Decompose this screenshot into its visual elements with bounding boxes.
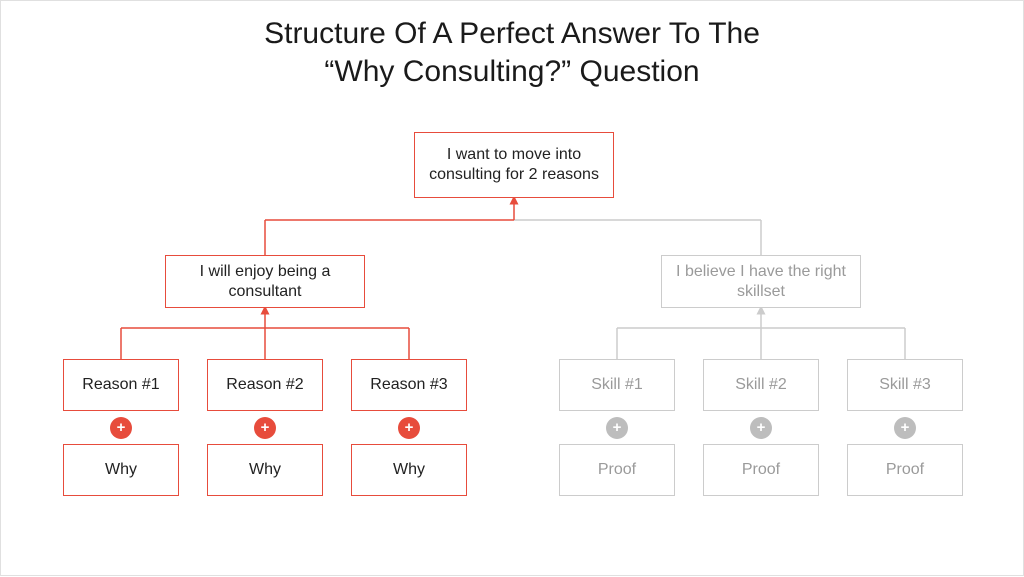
branch-left-leaf-1-bottom-label: Why [249,460,281,480]
branch-left-leaf-1-plus: + [254,417,276,439]
branch-right-leaf-0-plus: + [606,417,628,439]
branch-left-leaf-0-top-label: Reason #1 [82,375,159,395]
branch-left-leaf-0-bottom: Why [63,444,179,496]
branch-right-leaf-0-top-label: Skill #1 [591,375,643,395]
branch-right-parent: I believe I have the right skillset [661,255,861,308]
diagram-frame: Structure Of A Perfect Answer To The“Why… [0,0,1024,576]
branch-left-leaf-0-plus: + [110,417,132,439]
plus-icon: + [901,420,910,435]
branch-left-leaf-2-top: Reason #3 [351,359,467,411]
plus-icon: + [757,420,766,435]
branch-right-leaf-1-plus: + [750,417,772,439]
branch-right-leaf-2-bottom: Proof [847,444,963,496]
branch-left-leaf-2-plus: + [398,417,420,439]
branch-right-leaf-1-bottom-label: Proof [742,460,780,480]
branch-right-leaf-2-bottom-label: Proof [886,460,924,480]
branch-right-leaf-2-top: Skill #3 [847,359,963,411]
branch-right-leaf-0-top: Skill #1 [559,359,675,411]
branch-left-parent-label: I will enjoy being a consultant [172,262,358,302]
branch-left-leaf-2-bottom-label: Why [393,460,425,480]
branch-left-leaf-0-bottom-label: Why [105,460,137,480]
branch-right-leaf-1-top-label: Skill #2 [735,375,787,395]
plus-icon: + [261,420,270,435]
branch-left-parent: I will enjoy being a consultant [165,255,365,308]
plus-icon: + [405,420,414,435]
branch-right-leaf-0-bottom-label: Proof [598,460,636,480]
branch-left-leaf-1-top-label: Reason #2 [226,375,303,395]
branch-left-leaf-1-bottom: Why [207,444,323,496]
plus-icon: + [117,420,126,435]
branch-left-leaf-2-bottom: Why [351,444,467,496]
root-node: I want to move into consulting for 2 rea… [414,132,614,198]
plus-icon: + [613,420,622,435]
branch-left-leaf-1-top: Reason #2 [207,359,323,411]
branch-right-leaf-0-bottom: Proof [559,444,675,496]
branch-left-leaf-0-top: Reason #1 [63,359,179,411]
branch-right-leaf-2-plus: + [894,417,916,439]
branch-right-parent-label: I believe I have the right skillset [668,262,854,302]
branch-right-leaf-1-top: Skill #2 [703,359,819,411]
branch-right-leaf-2-top-label: Skill #3 [879,375,931,395]
root-node-label: I want to move into consulting for 2 rea… [421,145,607,185]
branch-left-leaf-2-top-label: Reason #3 [370,375,447,395]
branch-right-leaf-1-bottom: Proof [703,444,819,496]
diagram-title: Structure Of A Perfect Answer To The“Why… [1,15,1023,90]
